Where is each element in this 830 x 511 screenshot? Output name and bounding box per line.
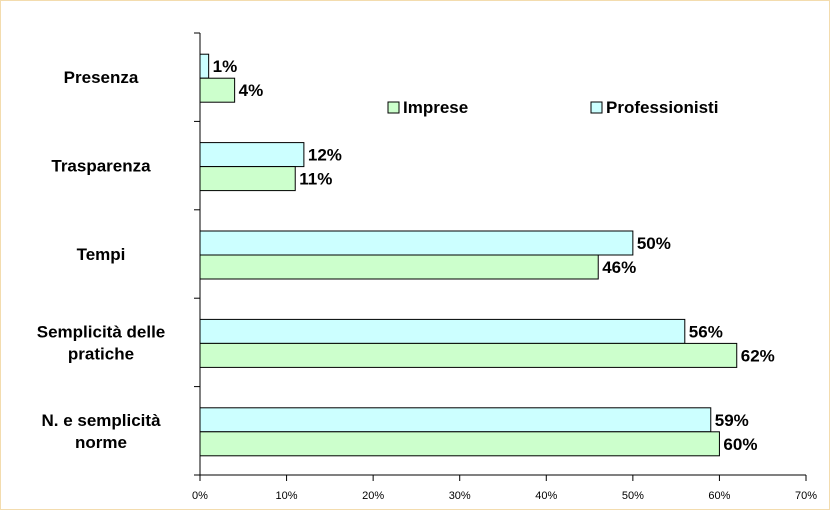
category-label: pratiche xyxy=(68,344,134,363)
value-label: 1% xyxy=(213,57,238,76)
bars xyxy=(199,53,738,457)
x-tick-label: 0% xyxy=(192,490,208,502)
bar-professionisti xyxy=(199,142,305,168)
category-label: Presenza xyxy=(64,68,139,87)
value-label: 50% xyxy=(637,234,671,253)
bar-professionisti xyxy=(199,230,634,256)
bar-imprese xyxy=(199,431,720,457)
value-label: 4% xyxy=(239,81,264,100)
labels: Presenza Trasparenza Tempi Semplicità delle… xyxy=(37,57,775,454)
x-tick-label: 50% xyxy=(622,490,644,502)
category-label: Trasparenza xyxy=(51,157,151,176)
legend-swatch xyxy=(387,101,400,114)
bar-imprese xyxy=(199,254,599,280)
value-label: 11% xyxy=(299,170,332,189)
legend-label: Professionisti xyxy=(606,98,718,117)
category-label: Tempi xyxy=(77,245,126,264)
category-label: norme xyxy=(75,433,127,452)
x-tick-label: 60% xyxy=(708,490,730,502)
category-label: Semplicità delle xyxy=(37,322,166,341)
value-label: 60% xyxy=(723,435,757,454)
bar-professionisti xyxy=(199,318,686,344)
value-label: 12% xyxy=(308,146,342,165)
value-label: 46% xyxy=(602,258,636,277)
value-label: 56% xyxy=(689,322,723,341)
axes: 0% 10% 20% 30% 40% 50% 60% 70% xyxy=(192,32,817,502)
legend-label: Imprese xyxy=(403,98,468,117)
bar-professionisti xyxy=(199,407,712,433)
x-tick-label: 10% xyxy=(276,490,298,502)
x-tick-label: 20% xyxy=(362,490,384,502)
bar-imprese xyxy=(199,166,296,192)
x-tick-label: 40% xyxy=(535,490,557,502)
category-label: N. e semplicità xyxy=(41,411,161,430)
bar-imprese xyxy=(199,342,738,368)
x-tick-label: 30% xyxy=(449,490,471,502)
bar-professionisti xyxy=(199,53,210,79)
value-label: 62% xyxy=(741,346,775,365)
legend-swatch xyxy=(590,101,603,114)
legend: Imprese Professionisti xyxy=(387,98,718,117)
x-tick-label: 70% xyxy=(795,490,817,502)
bar-imprese xyxy=(199,77,236,103)
value-label: 59% xyxy=(715,411,749,430)
